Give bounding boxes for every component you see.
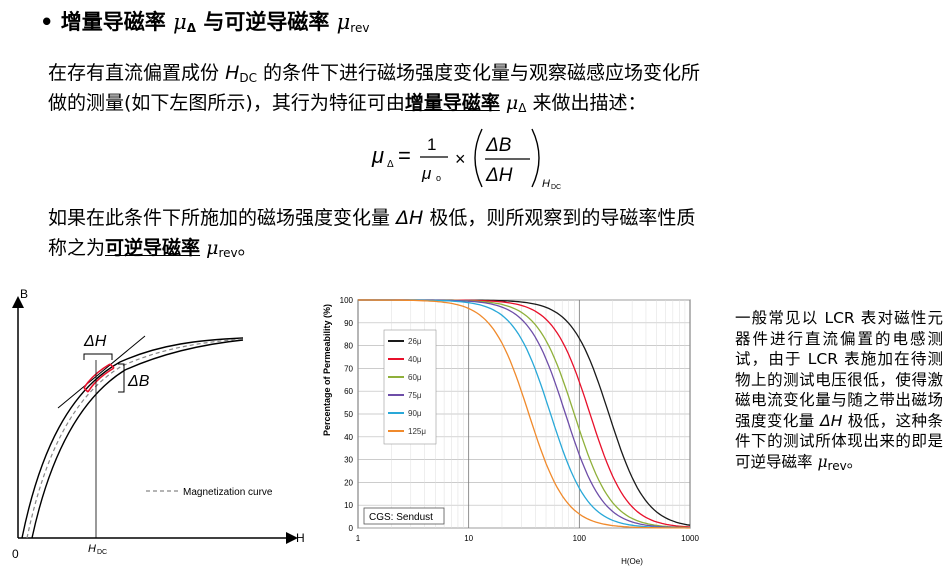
x-tick-label: 10 xyxy=(464,534,473,543)
chart-annotation: CGS: Sendust xyxy=(369,512,433,523)
y-tick-label: 30 xyxy=(344,456,353,465)
hdc-sub: DC xyxy=(97,549,107,556)
side-note: 一般常见以 LCR 表对磁性元器件进行直流偏置的电感测试，由于 LCR 表施加在… xyxy=(735,308,943,476)
side-delta-h: ΔH xyxy=(820,411,843,430)
section-title: • 增量导磁率 μΔ 与可逆导磁率 μrev xyxy=(40,6,369,36)
para2-text-a: 如果在此条件下所施加的磁场强度变化量 xyxy=(48,207,391,229)
formula-times: × xyxy=(455,149,466,169)
bullet: • xyxy=(40,10,54,34)
para1-text-c: 做的测量(如下左图所示)，其行为特征可由 xyxy=(48,92,405,114)
para1-text-d: 来做出描述： xyxy=(532,92,647,114)
formula-den-sub: o xyxy=(436,173,441,183)
formula-dH: ΔH xyxy=(485,165,513,186)
legend-label-40μ: 40μ xyxy=(408,355,422,364)
para2-text-c: 称之为 xyxy=(48,237,106,259)
bh-curve-upper xyxy=(21,337,244,539)
para1-line2: 做的测量(如下左图所示)，其行为特征可由增量导磁率 μΔ 来做出描述： xyxy=(48,88,647,115)
para1-line1: 在存有直流偏置成份 HDC 的条件下进行磁场强度变化量与观察磁感应场变化所 xyxy=(48,58,700,85)
mu-sub-rev: rev xyxy=(350,21,370,35)
y-axis-title: Percentage of Permeability (%) xyxy=(322,304,332,436)
delta-h-bracket xyxy=(83,353,113,360)
delta-b-bracket xyxy=(118,363,125,393)
formula-num: 1 xyxy=(427,135,436,154)
term-reversible: 可逆导磁率 xyxy=(105,237,201,259)
magnetization-diagram: B H 0 ΔH ΔB H DC Magnetization curve xyxy=(12,287,305,561)
y-tick-label: 0 xyxy=(349,524,354,533)
formula-den: μ xyxy=(421,164,432,183)
paren-right xyxy=(531,128,540,188)
para1-text-b: 的条件下进行磁场强度变化量与观察磁感应场变化所 xyxy=(263,62,701,84)
mu-symbol-2: μ xyxy=(336,10,351,34)
formula-dB: ΔB xyxy=(485,135,512,156)
mu-sub-rev-2: rev xyxy=(218,246,238,260)
origin-label: 0 xyxy=(12,547,19,561)
delta-b-label: ΔB xyxy=(127,373,150,390)
para2-line2: 称之为可逆导磁率 μrev。 xyxy=(48,233,257,260)
legend-label-90μ: 90μ xyxy=(408,409,422,418)
side-mu: μ xyxy=(817,452,828,471)
minor-loop xyxy=(83,363,115,393)
legend-label-60μ: 60μ xyxy=(408,373,422,382)
chart-curves xyxy=(358,299,691,529)
side-mu-sub: rev xyxy=(827,458,847,473)
mu-symbol-3: μ xyxy=(505,92,519,114)
mu-sub-delta: Δ xyxy=(186,21,197,35)
h-symbol: H xyxy=(225,62,240,84)
legend-box xyxy=(383,329,437,445)
formula-sub-h: H xyxy=(542,178,550,190)
h-sub-dc: DC xyxy=(239,71,257,85)
y-tick-label: 60 xyxy=(344,387,353,396)
side-text-1: 一般常见以 LCR 表对磁性元器件进行直流偏置的电感测试，由于 LCR 表施加在… xyxy=(735,309,943,430)
formula-eq: = xyxy=(398,143,411,168)
legend-label-125μ: 125μ xyxy=(408,427,426,436)
chart-legend: 26μ 40μ 60μ 75μ 90μ 125μ xyxy=(383,329,437,445)
formula: μ Δ = 1 μ o × ΔB ΔH H DC xyxy=(371,128,561,191)
x-tick-label: 1000 xyxy=(681,534,699,543)
mu-sub-delta-2: Δ xyxy=(518,101,527,115)
para2-end: 。 xyxy=(237,237,257,259)
delta-h-symbol: ΔH xyxy=(396,207,424,229)
side-end: 。 xyxy=(846,452,863,471)
mu-symbol: μ xyxy=(173,10,187,34)
para2-text-b: 极低，则所观察到的导磁率性质 xyxy=(429,207,696,229)
y-tick-label: 80 xyxy=(344,342,353,351)
title-reversible: 与可逆导磁率 xyxy=(203,10,330,34)
tangent-line xyxy=(57,335,146,409)
legend-label-75μ: 75μ xyxy=(408,391,422,400)
legend-text: Magnetization curve xyxy=(183,487,273,498)
formula-sub-dc: DC xyxy=(551,184,561,191)
y-tick-label: 10 xyxy=(344,501,353,510)
delta-h-label: ΔH xyxy=(83,333,107,350)
side-text-2: 极低，这种条件下的测试所体现出来的即是可逆导磁率 xyxy=(735,411,943,471)
paren-left xyxy=(474,128,483,188)
h-axis-label: H xyxy=(296,531,305,545)
hdc-label: H xyxy=(88,543,96,555)
bh-curve-lower xyxy=(31,339,244,539)
legend-label-26μ: 26μ xyxy=(408,337,422,346)
formula-lhs-sub: Δ xyxy=(387,159,394,170)
b-axis-label: B xyxy=(20,287,28,301)
y-tick-label: 90 xyxy=(344,319,353,328)
permeability-chart: Percentage of Permeability (%) H(Oe) 0 10… xyxy=(322,296,700,566)
annotation-box xyxy=(363,507,445,525)
para2-line1: 如果在此条件下所施加的磁场强度变化量 ΔH 极低，则所观察到的导磁率性质 xyxy=(48,203,695,230)
x-tick-label: 100 xyxy=(573,534,587,543)
x-tick-label: 1 xyxy=(356,534,361,543)
y-tick-label: 100 xyxy=(340,296,354,305)
y-tick-label: 50 xyxy=(344,410,353,419)
para1-text-a: 在存有直流偏置成份 xyxy=(48,62,220,84)
formula-lhs: μ xyxy=(371,143,384,168)
x-axis-title: H(Oe) xyxy=(621,557,643,566)
y-tick-label: 70 xyxy=(344,364,353,373)
magnetization-curve xyxy=(26,338,244,539)
mu-symbol-4: μ xyxy=(206,237,219,259)
y-tick-label: 40 xyxy=(344,433,353,442)
series-line-125μ xyxy=(358,299,690,529)
title-incremental: 增量导磁率 xyxy=(60,10,166,34)
term-incremental: 增量导磁率 xyxy=(404,92,500,114)
y-tick-label: 20 xyxy=(344,478,353,487)
